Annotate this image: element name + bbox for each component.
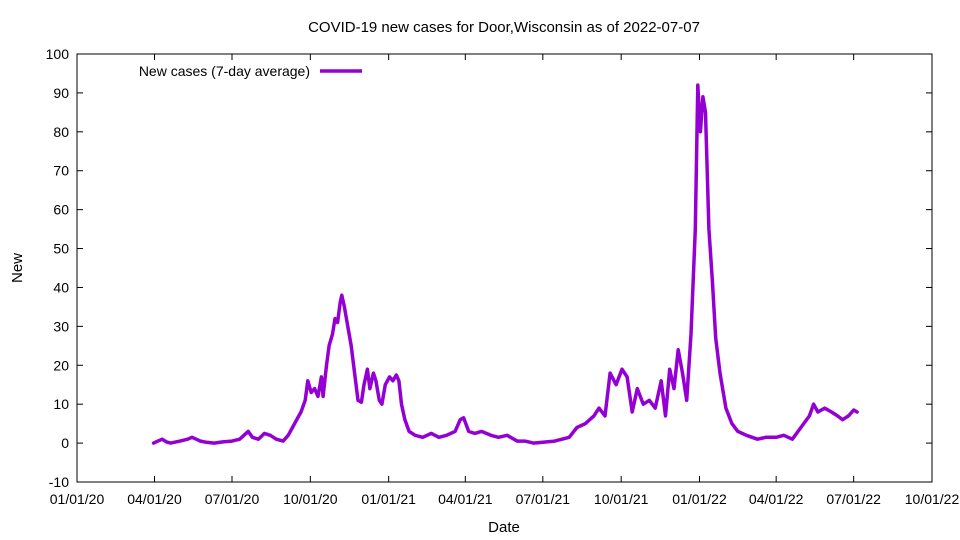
x-tick-label: 07/01/20	[205, 491, 260, 507]
x-tick-label: 04/01/21	[438, 491, 493, 507]
legend-label: New cases (7-day average)	[139, 63, 310, 79]
x-tick-label: 01/01/20	[50, 491, 105, 507]
y-tick-label: 40	[53, 279, 69, 295]
x-tick-label: 10/01/22	[905, 491, 960, 507]
chart-title: COVID-19 new cases for Door,Wisconsin as…	[308, 19, 700, 36]
x-tick-label: 07/01/22	[826, 491, 881, 507]
x-tick-label: 01/01/22	[672, 491, 727, 507]
series-line	[151, 83, 859, 445]
x-tick-label: 10/01/21	[594, 491, 649, 507]
x-tick-label: 07/01/21	[516, 491, 571, 507]
y-tick-label: 30	[53, 318, 69, 334]
y-tick-label: 90	[53, 85, 69, 101]
y-axis-label: New	[9, 253, 26, 283]
y-tick-label: 0	[61, 435, 69, 451]
y-tick-label: 10	[53, 396, 69, 412]
x-tick-label: 10/01/20	[283, 491, 338, 507]
plot-frame	[76, 53, 933, 483]
y-tick-label: 50	[53, 241, 69, 257]
x-tick-label: 01/01/21	[361, 491, 416, 507]
y-tick-label: -10	[49, 474, 69, 490]
series-layer	[151, 83, 859, 445]
x-axis-label: Date	[488, 519, 520, 536]
x-tick-label: 04/01/22	[749, 491, 804, 507]
y-tick-label: 80	[53, 124, 69, 140]
y-tick-label: 20	[53, 357, 69, 373]
legend: New cases (7-day average)	[139, 63, 362, 79]
y-tick-label: 100	[46, 46, 70, 62]
axis-ticks: -10 0 10 20 30 40 50 60 70 80 90 100 01/01/20 04/01/2…	[46, 46, 960, 507]
y-tick-label: 60	[53, 202, 69, 218]
x-tick-label: 04/01/20	[127, 491, 182, 507]
y-tick-label: 70	[53, 163, 69, 179]
